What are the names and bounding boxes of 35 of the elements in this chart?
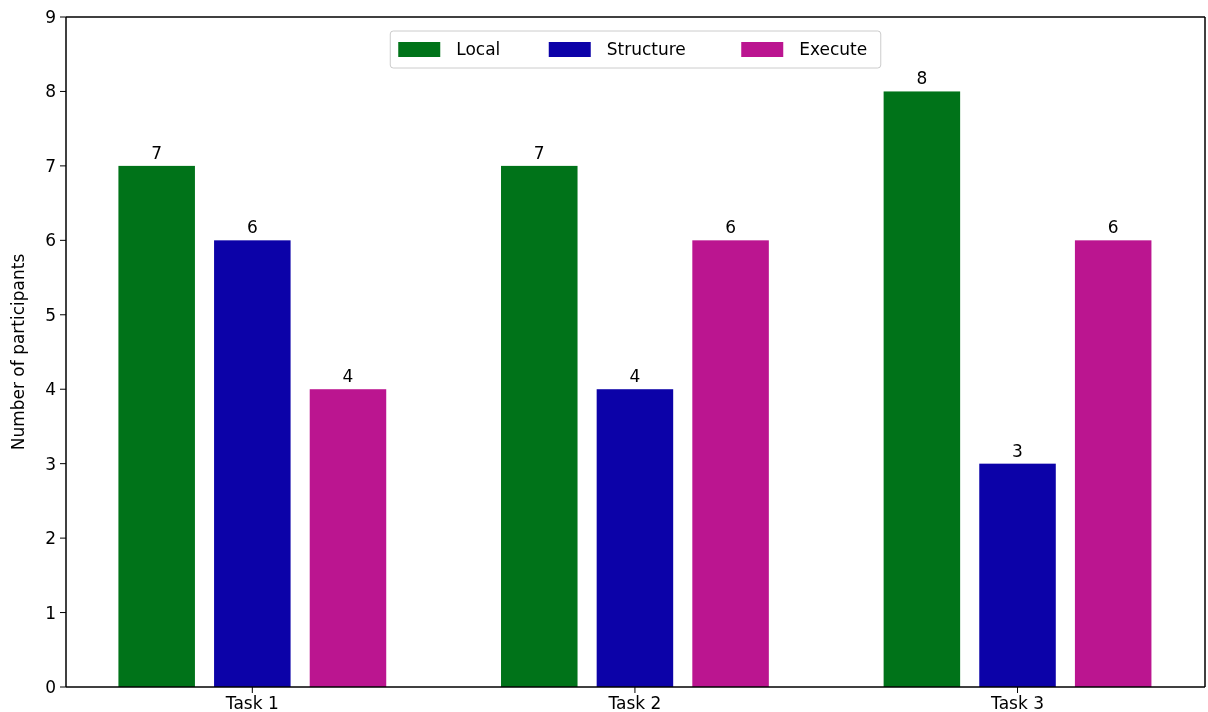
bar	[692, 240, 769, 687]
bar	[214, 240, 291, 687]
legend-label: Local	[456, 39, 501, 59]
data-label: 4	[629, 366, 641, 387]
y-tick-label: 3	[45, 453, 56, 474]
bar	[501, 165, 578, 687]
y-tick-label: 7	[45, 155, 56, 176]
data-label: 8	[916, 68, 928, 89]
y-tick-label: 6	[45, 230, 56, 251]
y-tick-label: 4	[45, 379, 56, 400]
bar	[118, 165, 195, 687]
y-tick-label: 9	[45, 6, 56, 27]
bar	[309, 389, 387, 687]
data-label: 6	[725, 217, 736, 238]
data-label: 7	[151, 142, 163, 163]
bar	[596, 389, 674, 687]
y-tick-label: 8	[45, 81, 56, 102]
y-tick-label: 2	[45, 528, 56, 549]
data-label: 4	[342, 366, 354, 387]
bar	[883, 91, 961, 687]
legend-label: Execute	[799, 39, 868, 59]
y-axis-title: Number of participants	[8, 253, 28, 451]
y-tick-label: 5	[45, 304, 56, 325]
data-label: 6	[246, 217, 258, 238]
y-tick-label: 0	[45, 676, 56, 697]
y-tick-label: 1	[45, 602, 56, 623]
bar	[1074, 240, 1152, 687]
data-label: 7	[533, 142, 545, 163]
data-label: 6	[1107, 217, 1119, 238]
data-label: 3	[1012, 440, 1023, 461]
x-tick-label: Task 3	[990, 693, 1044, 712]
x-tick-label: Task 2	[607, 693, 662, 712]
bar	[979, 463, 1056, 687]
x-tick-label: Task 1	[224, 693, 279, 712]
legend-label: Structure	[606, 39, 686, 59]
